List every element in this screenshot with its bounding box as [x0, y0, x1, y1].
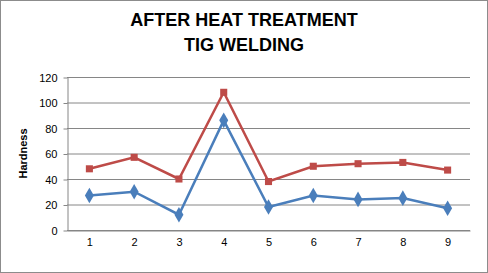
series-line	[89, 92, 447, 181]
y-tick: 40	[45, 174, 67, 186]
data-point	[174, 207, 183, 223]
x-tick: 3	[176, 236, 182, 248]
data-point	[309, 188, 318, 204]
y-tick-mark	[64, 103, 68, 104]
grid-line	[67, 128, 470, 129]
data-point	[131, 154, 138, 161]
x-tick-label: 6	[311, 236, 317, 248]
y-tick-label: 120	[39, 72, 57, 84]
chart-frame	[1, 1, 488, 273]
x-axis-line	[68, 231, 471, 232]
data-point	[220, 89, 227, 96]
y-tick-label: 20	[45, 199, 57, 211]
data-point	[443, 201, 452, 217]
data-point	[264, 199, 273, 215]
x-tick: 6	[311, 236, 317, 248]
data-point	[310, 163, 317, 170]
y-tick-mark	[64, 154, 68, 155]
x-tick: 7	[355, 236, 361, 248]
x-tick-label: 4	[221, 236, 227, 248]
data-point	[86, 165, 93, 172]
data-point	[398, 190, 407, 206]
series-markers	[86, 89, 451, 185]
y-tick-mark	[64, 78, 68, 79]
x-tick-label: 3	[176, 236, 182, 248]
y-axis-line	[68, 78, 69, 231]
y-axis: 0 20 40 60 80 100 120	[39, 72, 68, 237]
chart: AFTER HEAT TREATMENTTIG WELDING020406080…	[0, 0, 488, 273]
chart-title: AFTER HEAT TREATMENT	[130, 10, 357, 30]
x-tick-label: 7	[355, 236, 361, 248]
x-axis: 1 2 3 4 5 6 7 8 9	[68, 231, 471, 248]
y-tick: 100	[39, 97, 67, 109]
grid-line	[67, 230, 470, 231]
x-tick-label: 2	[132, 236, 138, 248]
data-point	[130, 184, 139, 200]
data-point	[355, 160, 362, 167]
series-markers	[85, 113, 452, 223]
grid-line	[67, 154, 470, 155]
grid-line	[67, 77, 470, 78]
data-point	[175, 175, 182, 182]
x-tick: 2	[132, 236, 138, 248]
data-point	[219, 113, 228, 129]
data-point	[399, 159, 406, 166]
y-tick: 120	[39, 72, 67, 84]
y-tick-mark	[64, 129, 68, 130]
data-point	[85, 188, 94, 204]
y-tick-label: 0	[51, 225, 57, 237]
y-tick-mark	[64, 231, 68, 232]
data-point	[354, 192, 363, 208]
y-tick: 80	[45, 123, 67, 135]
grid-line	[67, 103, 470, 104]
x-tick: 5	[266, 236, 272, 248]
y-tick: 20	[45, 199, 67, 211]
chart-title: TIG WELDING	[184, 35, 304, 55]
x-tick: 1	[87, 236, 93, 248]
y-tick-mark	[64, 180, 68, 181]
x-tick: 9	[445, 236, 451, 248]
y-tick-label: 80	[45, 123, 57, 135]
y-tick-label: 40	[45, 174, 57, 186]
plot-marks	[85, 89, 452, 223]
y-axis-title: Hardness	[17, 128, 29, 178]
grid	[67, 78, 470, 231]
y-tick-mark	[64, 205, 68, 206]
series-line	[89, 120, 447, 214]
y-tick: 60	[45, 148, 67, 160]
x-tick-label: 9	[445, 236, 451, 248]
y-tick-label: 60	[45, 148, 57, 160]
y-tick-label: 100	[39, 97, 57, 109]
x-tick-label: 5	[266, 236, 272, 248]
y-tick: 0	[51, 225, 67, 237]
x-tick: 8	[400, 236, 406, 248]
data-point	[444, 167, 451, 174]
data-point	[265, 178, 272, 185]
x-tick: 4	[221, 236, 227, 248]
x-tick-label: 8	[400, 236, 406, 248]
x-tick-label: 1	[87, 236, 93, 248]
